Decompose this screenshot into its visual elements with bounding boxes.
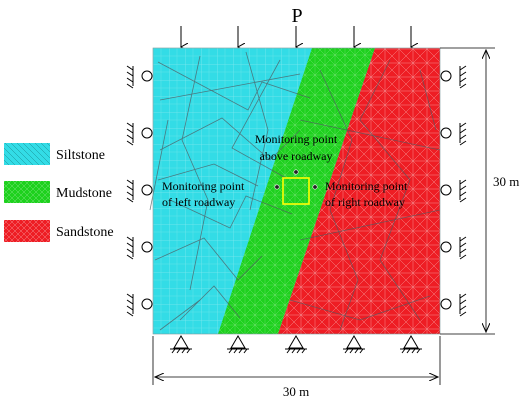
roller-support-icon	[440, 179, 467, 203]
mudstone-layer	[218, 48, 375, 334]
legend-label-mudstone: Mudstone	[56, 186, 112, 201]
annotation-left-line1: Monitoring point	[162, 179, 245, 193]
legend: Siltstone Mudstone Sandstone	[4, 143, 114, 242]
roller-support-icon	[440, 236, 467, 260]
height-dimension	[440, 47, 495, 335]
legend-swatch-sandstone	[4, 220, 50, 242]
pin-support-icon	[343, 335, 365, 354]
roller-support-icon	[126, 236, 153, 260]
bottom-pin-supports	[170, 335, 422, 354]
annotation-above-line1: Monitoring point	[255, 132, 338, 146]
roadway	[282, 177, 310, 205]
monitoring-point-above	[293, 169, 299, 175]
legend-label-siltstone: Siltstone	[56, 148, 105, 163]
legend-swatch-mudstone	[4, 181, 50, 203]
annotation-left-line2: of left roadway	[162, 195, 235, 209]
pin-support-icon	[285, 335, 307, 354]
monitoring-point-right	[312, 184, 318, 190]
roller-support-icon	[126, 122, 153, 146]
legend-label-sandstone: Sandstone	[56, 225, 114, 240]
roller-support-icon	[126, 65, 153, 89]
pin-support-icon	[400, 335, 422, 354]
width-dimension	[152, 336, 441, 385]
joint-network	[149, 51, 441, 331]
roller-support-icon	[126, 179, 153, 203]
legend-swatch-siltstone	[4, 143, 50, 165]
annotation-right-line1: Monitoring point	[325, 179, 408, 193]
annotation-above-line2: above roadway	[260, 149, 333, 163]
roller-support-icon	[126, 293, 153, 317]
pin-support-icon	[170, 335, 192, 354]
monitoring-point-left	[274, 184, 280, 190]
model-domain	[149, 47, 441, 335]
left-roller-supports	[126, 65, 153, 317]
load-label: P	[291, 5, 302, 27]
height-dimension-label: 30 m	[493, 174, 519, 189]
roller-support-icon	[440, 122, 467, 146]
roller-support-icon	[440, 65, 467, 89]
width-dimension-label: 30 m	[283, 384, 309, 399]
right-roller-supports	[440, 65, 467, 317]
sandstone-layer	[278, 48, 440, 334]
pin-support-icon	[227, 335, 249, 354]
roller-support-icon	[440, 293, 467, 317]
annotation-right-line2: of right roadway	[325, 195, 405, 209]
load-arrows	[181, 26, 411, 47]
